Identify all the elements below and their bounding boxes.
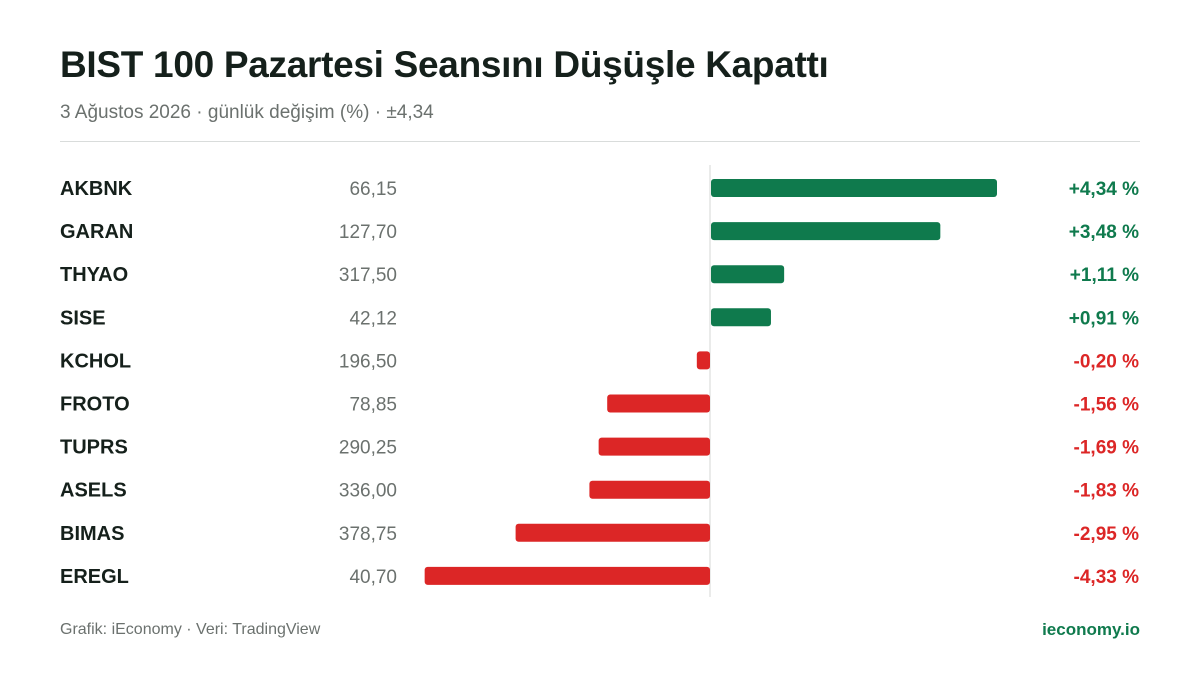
price-label: 336,00 [339, 481, 397, 502]
change-label: -4,33 % [1074, 567, 1140, 588]
ticker-label: BIMAS [60, 523, 124, 545]
change-label: -1,56 % [1074, 395, 1140, 416]
ticker-label: SISE [60, 307, 106, 329]
price-label: 78,85 [349, 395, 397, 416]
ticker-label: AKBNK [60, 178, 133, 200]
chart-title: BIST 100 Pazartesi Seansını Düşüşle Kapa… [60, 44, 829, 85]
footer-brand: ieconomy.io [1042, 620, 1140, 639]
change-label: +0,91 % [1069, 308, 1139, 329]
ticker-label: THYAO [60, 264, 128, 286]
bar [711, 179, 997, 197]
bar [589, 480, 710, 499]
bar [424, 566, 710, 585]
bar [598, 437, 710, 456]
change-label: +4,34 % [1069, 179, 1139, 200]
bar [607, 394, 710, 413]
ticker-label: EREGL [60, 566, 129, 588]
price-label: 40,70 [349, 567, 397, 588]
ticker-label: GARAN [60, 221, 133, 243]
change-label: -0,20 % [1074, 351, 1140, 372]
price-label: 196,50 [339, 351, 397, 372]
ticker-label: KCHOL [60, 350, 131, 372]
price-label: 317,50 [339, 265, 397, 286]
bar [711, 308, 771, 327]
price-label: 127,70 [339, 222, 397, 243]
change-label: -1,69 % [1074, 438, 1140, 459]
bar [711, 265, 785, 284]
ticker-label: ASELS [60, 480, 127, 502]
bar [711, 222, 941, 241]
price-label: 378,75 [339, 524, 397, 545]
header-divider [60, 141, 1140, 142]
price-label: 66,15 [349, 179, 397, 200]
change-label: +3,48 % [1069, 222, 1139, 243]
footer-source: Grafik: iEconomy · Veri: TradingView [60, 621, 321, 638]
change-label: -1,83 % [1074, 481, 1140, 502]
price-label: 42,12 [349, 308, 397, 329]
ticker-label: FROTO [60, 394, 130, 416]
ticker-label: TUPRS [60, 437, 128, 459]
bar [515, 523, 710, 542]
chart-subtitle: 3 Ağustos 2026 · günlük değişim (%) · ±4… [60, 102, 434, 123]
price-label: 290,25 [339, 438, 397, 459]
change-label: -2,95 % [1074, 524, 1140, 545]
bar [696, 351, 710, 370]
change-label: +1,11 % [1070, 265, 1139, 286]
